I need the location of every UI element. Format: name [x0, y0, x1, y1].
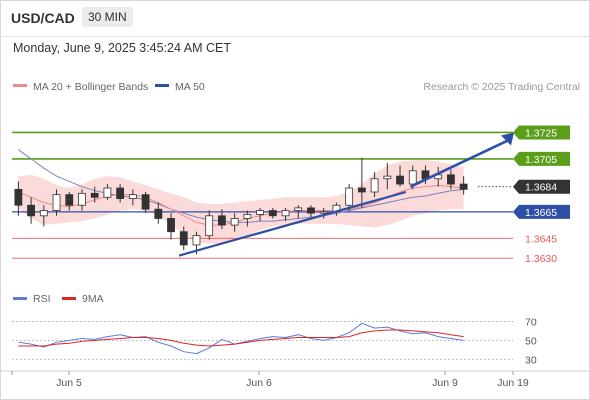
level-label-1.3630: 1.3630	[525, 253, 557, 265]
rsi-tick-50: 50	[525, 335, 537, 347]
level-tag-1.3725	[513, 125, 570, 140]
candle-body	[167, 218, 175, 233]
x-tick-label: Jun 9	[432, 377, 458, 389]
candle-body	[78, 192, 86, 206]
level-tag-1.3665	[513, 204, 570, 219]
rsi-line	[18, 322, 464, 355]
candle-body	[319, 211, 328, 214]
level-label-1.3725: 1.3725	[525, 127, 557, 139]
symbol-title: USD/CAD	[11, 10, 75, 26]
candle-body	[243, 214, 252, 219]
level-tag-1.3684	[513, 179, 570, 194]
bollinger-band	[18, 160, 464, 244]
candle-body	[281, 210, 290, 217]
copyright-text: Research © 2025 Trading Central	[423, 81, 580, 93]
candle-body	[154, 208, 163, 219]
candle-body	[370, 178, 379, 193]
ma20-legend-swatch	[13, 84, 27, 87]
level-label-1.3705: 1.3705	[525, 154, 557, 166]
level-label-1.3645: 1.3645	[525, 233, 557, 245]
candle-body	[103, 187, 112, 198]
candle-body	[179, 231, 188, 246]
forecast-arrow-head	[501, 132, 514, 146]
candle-body	[294, 207, 303, 211]
candle-body	[90, 192, 99, 198]
interval-badge[interactable]: 30 MIN	[82, 7, 133, 27]
support-trendline	[178, 190, 407, 257]
rsi-tick-30: 30	[525, 354, 537, 366]
rsi-ma-legend-label: 9MA	[82, 293, 104, 305]
candle-body	[396, 175, 404, 185]
rsi-tick-70: 70	[525, 316, 537, 328]
candle-body	[268, 210, 277, 217]
rsi-ma-legend-swatch	[62, 297, 76, 300]
candle-body	[230, 218, 239, 226]
candle-body	[27, 204, 35, 217]
candle-body	[447, 174, 455, 185]
level-label-1.3684: 1.3684	[525, 182, 557, 194]
candle-body	[357, 187, 366, 193]
legend-main: MA 20 + Bollinger Bands MA 50 Research ©…	[13, 81, 580, 93]
candle-body	[128, 194, 137, 200]
ma50-line	[18, 149, 464, 223]
rsi-legend-swatch	[13, 297, 27, 300]
candle-body	[52, 194, 61, 211]
x-tick-label: Jun 6	[246, 377, 272, 389]
candle-body	[116, 187, 125, 200]
legend-rsi: RSI 9MA	[13, 293, 104, 305]
rsi-ma-line	[18, 329, 464, 347]
candle-body	[307, 207, 315, 214]
level-label-1.3665: 1.3665	[525, 207, 557, 219]
candle-body	[408, 170, 417, 185]
ma20-legend-label: MA 20 + Bollinger Bands	[33, 81, 148, 93]
chart-header: USD/CAD 30 MIN	[0, 0, 590, 38]
candle-body	[459, 183, 468, 190]
candle-body	[383, 175, 392, 180]
timestamp: Monday, June 9, 2025 3:45:24 AM CET	[13, 41, 231, 55]
candle-body	[205, 215, 214, 237]
candle-body	[256, 210, 264, 215]
x-tick-label: Jun 19	[497, 377, 529, 389]
forecast-arrow-shaft	[409, 139, 509, 188]
candle-body	[345, 187, 354, 206]
candle-body	[192, 235, 201, 246]
ma50-legend-swatch	[155, 84, 169, 87]
level-tag-1.3705	[513, 151, 570, 166]
rsi-legend-label: RSI	[33, 293, 51, 305]
header-divider	[0, 36, 590, 37]
candle-body	[65, 194, 74, 206]
candle-body	[141, 194, 150, 210]
x-tick-label: Jun 5	[56, 377, 82, 389]
candle-body	[218, 215, 226, 226]
candle-body	[14, 188, 23, 206]
ma50-legend-label: MA 50	[175, 81, 205, 93]
candle-body	[39, 210, 48, 217]
